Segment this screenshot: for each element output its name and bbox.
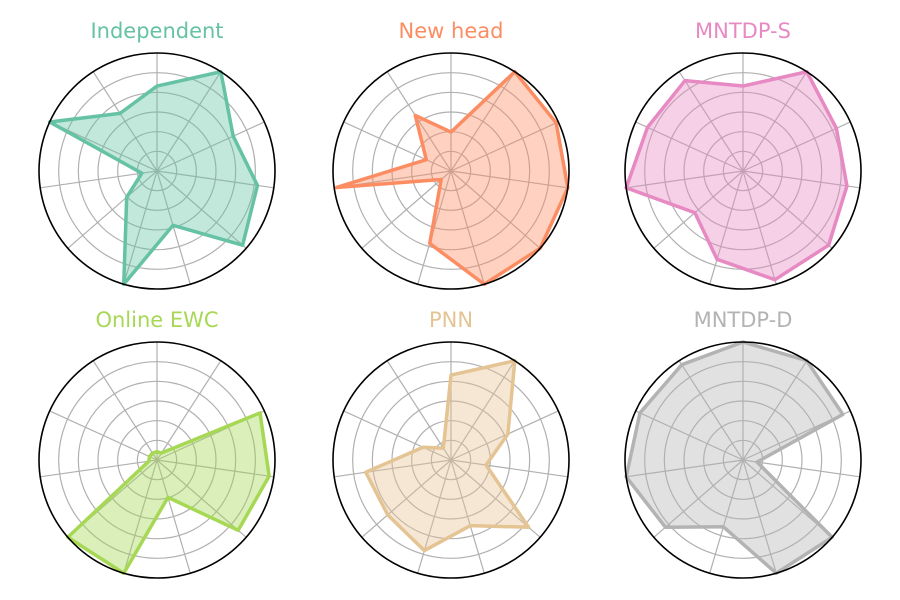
- series-polygon: [363, 358, 531, 553]
- series-polygon: [47, 69, 260, 286]
- grid-spoke: [653, 170, 744, 249]
- grid-spoke: [653, 459, 744, 538]
- panel-title-mntdp-d: MNTDP-D: [694, 308, 793, 332]
- series-polygon: [624, 69, 849, 282]
- grid-spoke: [626, 170, 744, 189]
- panel-title-online-ewc: Online EWC: [95, 308, 218, 332]
- grid-spoke: [450, 170, 568, 189]
- panel-title-mntdp-s: MNTDP-S: [695, 19, 791, 43]
- grid-spoke: [156, 360, 222, 461]
- grid-spoke: [156, 459, 191, 574]
- grid-spoke: [343, 410, 452, 461]
- grid-spoke: [742, 459, 860, 478]
- grid-spoke: [49, 410, 158, 461]
- grid-spoke: [40, 170, 158, 189]
- panel-title-new-head: New head: [399, 19, 504, 43]
- grid-spoke: [450, 360, 516, 461]
- grid-spoke: [361, 459, 452, 538]
- grid-spoke: [450, 459, 568, 478]
- grid-spoke: [450, 459, 485, 574]
- grid-spoke: [635, 121, 744, 172]
- grid-spoke: [742, 71, 808, 172]
- grid-spoke: [450, 121, 559, 172]
- grid-spoke: [709, 459, 744, 574]
- outer-frame: [38, 52, 276, 290]
- grid-spoke: [742, 170, 777, 285]
- grid-spoke: [417, 170, 452, 285]
- radar-panel: [332, 52, 570, 290]
- grid-spoke: [742, 459, 777, 574]
- grid-spoke: [450, 170, 485, 285]
- grid-spoke: [156, 459, 247, 538]
- grid-spoke: [123, 459, 158, 574]
- panel-title-pnn: PNN: [429, 308, 473, 332]
- grid-spoke: [40, 459, 158, 478]
- series-polygon: [624, 340, 845, 575]
- grid-spoke: [156, 170, 247, 249]
- grid-spoke: [156, 71, 222, 172]
- grid-spoke: [742, 170, 833, 249]
- grid-spoke: [742, 121, 851, 172]
- radar-panel: [624, 340, 862, 579]
- grid-spoke: [92, 360, 158, 461]
- radar-panel: [38, 52, 276, 290]
- outer-frame: [332, 341, 570, 579]
- grid-spoke: [156, 121, 265, 172]
- grid-spoke: [92, 71, 158, 172]
- grid-spoke: [386, 360, 452, 461]
- grid-spoke: [678, 360, 744, 461]
- grid-spoke: [386, 71, 452, 172]
- grid-spoke: [334, 459, 452, 478]
- grid-spoke: [156, 170, 274, 189]
- grid-spoke: [450, 71, 516, 172]
- grid-spoke: [742, 360, 808, 461]
- grid-spoke: [450, 170, 541, 249]
- grid-spoke: [343, 121, 452, 172]
- grid-spoke: [742, 170, 860, 189]
- grid-spoke: [626, 459, 744, 478]
- radar-panel: [624, 52, 862, 290]
- series-polygon: [66, 411, 271, 575]
- grid-spoke: [678, 71, 744, 172]
- radar-panel: [332, 341, 570, 579]
- outer-frame: [332, 52, 570, 290]
- grid-spoke: [450, 410, 559, 461]
- grid-spoke: [635, 410, 744, 461]
- outer-frame: [624, 341, 862, 579]
- grid-spoke: [156, 459, 274, 478]
- grid-spoke: [156, 170, 191, 285]
- grid-spoke: [417, 459, 452, 574]
- grid-spoke: [67, 170, 158, 249]
- grid-spoke: [361, 170, 452, 249]
- radar-panel: [38, 341, 276, 579]
- panel-title-independent: Independent: [90, 19, 223, 43]
- outer-frame: [38, 341, 276, 579]
- series-polygon: [334, 69, 570, 286]
- grid-spoke: [709, 170, 744, 285]
- outer-frame: [624, 52, 862, 290]
- grid-spoke: [123, 170, 158, 285]
